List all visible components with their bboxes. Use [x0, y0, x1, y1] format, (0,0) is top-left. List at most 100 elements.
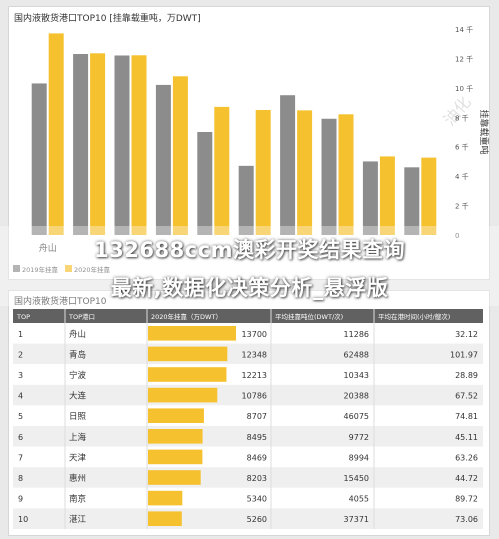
bar-2019-4	[155, 84, 171, 236]
cell-dwt-2020: 13700	[242, 330, 267, 339]
cell-rank: 8	[18, 474, 23, 483]
cell-avg-tonnage: 62488	[344, 350, 369, 359]
bar-2020-10	[421, 157, 437, 235]
cell-port: 舟山	[69, 329, 86, 340]
overlay-line-2: 最新,数据化决策分析_悬浮版	[110, 276, 389, 300]
bar-2020-6	[255, 110, 271, 235]
legend-swatch-2020	[65, 265, 72, 272]
bar-2019-5	[197, 132, 213, 235]
cell-avg-hours: 28.89	[455, 371, 478, 380]
bar-2020-4	[172, 76, 188, 235]
cell-avg-tonnage: 46075	[344, 412, 369, 421]
top-chart-panel: 国内液散货港口TOP10 [挂靠载重吨，万DWT] 0 2 千 4 千 6 千 8 千 1…	[8, 6, 490, 280]
cell-dwt-2020: 5260	[247, 515, 267, 524]
cell-rank: 1	[18, 330, 23, 339]
bar-2020-2	[90, 53, 106, 235]
table-row	[13, 426, 483, 447]
cell-port: 青岛	[69, 349, 86, 360]
cell-port: 天津	[69, 452, 87, 463]
y-tick-label: 4 千	[455, 172, 469, 181]
cell-avg-hours: 32.12	[455, 330, 478, 339]
table-row	[13, 446, 483, 468]
table-header-cell: 平均挂靠吨位(DWT/次)	[275, 312, 343, 321]
bar-2020-7	[297, 110, 313, 235]
bar-2019-8	[321, 118, 337, 235]
data-table: TOP TOP港口 2020年挂靠（万DWT） 平均挂靠吨位(DWT/次) 平均在港时间…	[13, 309, 483, 529]
bar-2019-9	[362, 161, 378, 235]
x-tick-label: 舟山	[39, 242, 57, 254]
cell-avg-hours: 45.11	[455, 433, 478, 442]
y-tick-label: 6 千	[455, 143, 469, 152]
cell-avg-tonnage: 8994	[349, 453, 369, 462]
legend-label-2019: 2019年挂靠	[22, 265, 59, 274]
bar-2019-10	[404, 167, 420, 235]
cell-rank: 5	[18, 412, 23, 421]
cell-rank: 2	[18, 350, 23, 359]
table-title: 国内液散货港口TOP10	[14, 297, 107, 307]
cell-port: 宁波	[69, 370, 87, 381]
table-row	[13, 487, 483, 509]
table-header-cell: TOP港口	[68, 312, 95, 321]
overlay-band	[0, 226, 499, 306]
y-tick-label: 0	[455, 232, 459, 240]
cell-avg-tonnage: 20388	[344, 392, 369, 401]
cell-data-bar	[148, 429, 203, 444]
cell-data-bar	[148, 367, 227, 382]
cell-avg-tonnage: 15450	[344, 474, 369, 483]
legend-swatch-2019	[13, 265, 20, 272]
cell-avg-hours: 67.52	[455, 392, 478, 401]
cell-data-bar	[148, 449, 203, 465]
cell-data-bar	[148, 511, 182, 526]
cell-rank: 4	[18, 392, 23, 401]
cell-avg-tonnage: 11286	[344, 330, 369, 339]
cell-port: 日照	[69, 412, 87, 422]
cell-rank: 3	[18, 371, 23, 380]
cell-dwt-2020: 12213	[242, 371, 267, 380]
cell-rank: 7	[18, 453, 23, 462]
cell-dwt-2020: 5340	[247, 495, 267, 504]
table-row	[13, 405, 483, 426]
cell-avg-hours: 63.26	[455, 453, 478, 462]
cell-avg-tonnage: 37371	[344, 515, 369, 524]
cell-data-bar	[148, 387, 218, 403]
table-header-cell: 平均在港时间(小时/艘次)	[378, 312, 450, 321]
bar-2020-3	[131, 55, 147, 235]
cell-avg-hours: 74.81	[455, 412, 478, 421]
bar-2020-9	[379, 156, 395, 235]
cell-avg-tonnage: 4055	[349, 495, 369, 504]
y-tick-label: 2 千	[455, 202, 469, 211]
table-header-bg	[13, 309, 483, 323]
cell-avg-hours: 73.06	[455, 515, 478, 524]
bar-2019-7	[280, 95, 296, 235]
overlay-line-1: 132688ccm澳彩开奖结果查询	[94, 238, 405, 262]
bar-2019-2	[73, 54, 89, 236]
cell-rank: 6	[18, 433, 23, 442]
bar-2019-6	[238, 165, 254, 235]
legend-label-2020: 2020年挂靠	[74, 265, 111, 274]
bar-2020-8	[338, 114, 354, 235]
cell-port: 大连	[69, 391, 87, 402]
y-tick-label: 14 千	[455, 25, 473, 34]
cell-port: 南京	[69, 494, 86, 505]
cell-avg-hours: 89.72	[455, 495, 478, 504]
cell-data-bar	[148, 346, 228, 362]
table-row	[13, 467, 483, 488]
cell-dwt-2020: 10786	[242, 392, 267, 401]
cell-rank: 9	[18, 495, 23, 504]
table-row	[13, 323, 483, 344]
table-row	[13, 508, 483, 529]
bar-2020-1	[48, 33, 64, 236]
cell-dwt-2020: 12348	[242, 350, 267, 359]
table-header-cell: 2020年挂靠（万DWT）	[151, 312, 222, 321]
y-tick-label: 8 千	[455, 113, 469, 122]
bar-2019-3	[114, 55, 130, 235]
top-chart-title: 国内液散货港口TOP10 [挂靠载重吨，万DWT]	[14, 14, 201, 24]
cell-avg-hours: 44.72	[455, 474, 478, 483]
table-row	[13, 384, 483, 406]
cell-avg-tonnage: 10343	[344, 371, 369, 380]
cell-port: 湛江	[69, 515, 87, 525]
cell-dwt-2020: 8469	[247, 453, 267, 462]
cell-data-bar	[148, 408, 204, 423]
table-row	[13, 343, 483, 365]
cell-avg-hours: 101.97	[450, 350, 478, 359]
